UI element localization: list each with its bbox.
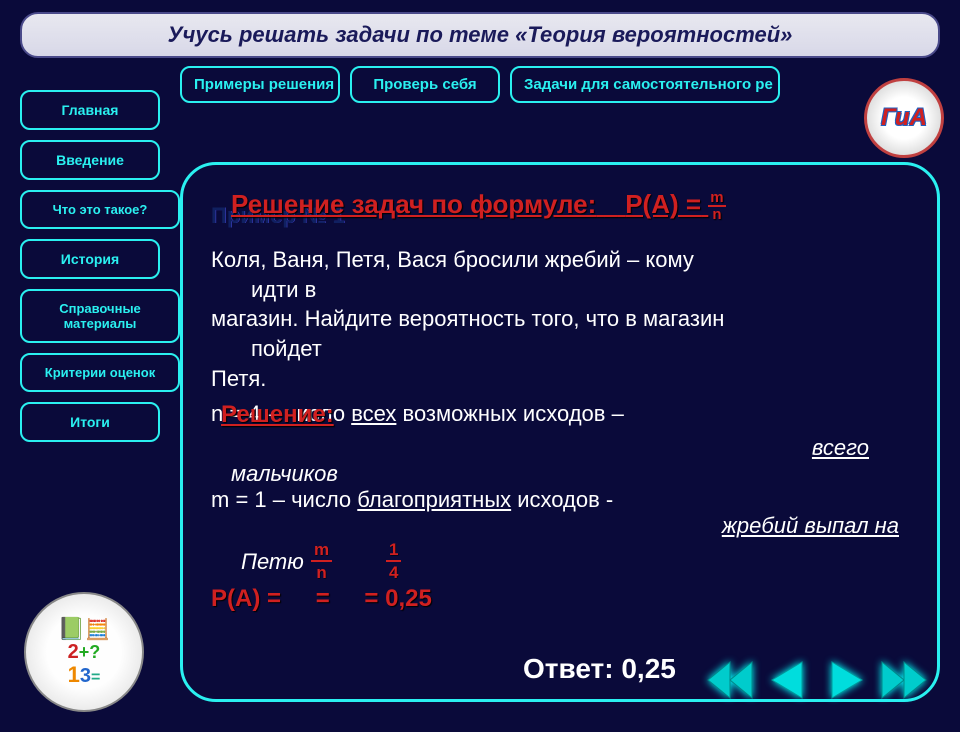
top-nav: Примеры решения Проверь себя Задачи для … [180, 66, 940, 103]
sidebar-item-what[interactable]: Что это такое? [20, 190, 180, 229]
sidebar-item-criteria[interactable]: Критерии оценок [20, 353, 180, 392]
formula-row: Петю m n 1 4 [211, 541, 909, 585]
tab-check[interactable]: Проверь себя [350, 66, 500, 103]
sidebar-item-intro[interactable]: Введение [20, 140, 160, 180]
problem-l1b: идти в [211, 275, 909, 305]
math-icon-inner: 📗🧮 2+? 13= [58, 617, 110, 687]
next-fast-button[interactable] [878, 658, 930, 702]
result-line: P(A) = m = m = 0,25 [211, 585, 909, 613]
frac-num: m [708, 190, 725, 207]
malchikov: мальчиков [211, 461, 909, 487]
heading-prefix: Решение задач по формуле: [231, 189, 596, 219]
answer-text: Ответ: 0,25 [523, 653, 676, 685]
zhrebiy: жребий выпал на [211, 513, 909, 539]
problem-l1: Коля, Ваня, Петя, Вася бросили жребий – … [211, 247, 694, 272]
vsego: всего [211, 435, 909, 461]
sidebar-item-results[interactable]: Итоги [20, 402, 160, 442]
problem-l2: магазин. Найдите вероятность того, что в… [211, 306, 724, 331]
problem-l2b: пойдет [211, 334, 909, 364]
fraction-mn: m n [311, 541, 332, 581]
m-line: m = 1 – число благоприятных исходов - [211, 487, 909, 513]
petyu: Петю [241, 549, 304, 575]
prev-button[interactable] [762, 658, 814, 702]
prev-fast-button[interactable] [704, 658, 756, 702]
logo-gia: ГиА [864, 78, 944, 158]
nav-arrows [704, 658, 930, 702]
heading-pa: P(A) = [625, 189, 701, 219]
next-button[interactable] [820, 658, 872, 702]
formula-heading: Решение задач по формуле: P(A) = m n [231, 189, 726, 222]
tab-self[interactable]: Задачи для самостоятельного ре [510, 66, 780, 103]
frac-den: n [712, 207, 721, 222]
sidebar-item-history[interactable]: История [20, 239, 160, 279]
tab-examples[interactable]: Примеры решения [180, 66, 340, 103]
solution-label: Решение: [221, 401, 334, 429]
sidebar-item-ref[interactable]: Справочные материалы [20, 289, 180, 343]
math-clipart-icon: 📗🧮 2+? 13= [24, 592, 144, 712]
solution-row: n = 4 – число всех возможных исходов – Р… [211, 401, 909, 435]
side-nav: Главная Введение Что это такое? История … [20, 90, 180, 442]
problem-l3: Петя. [211, 366, 266, 391]
page-title: Учусь решать задачи по теме «Теория веро… [20, 12, 940, 58]
fraction-14: 1 4 [386, 541, 401, 581]
sidebar-item-main[interactable]: Главная [20, 90, 160, 130]
content-panel: Пример № 1 Решение задач по формуле: P(A… [180, 162, 940, 702]
heading-row: Пример № 1 Решение задач по формуле: P(A… [211, 185, 909, 245]
fraction-mn-icon: m n [708, 190, 725, 222]
problem-text: Коля, Ваня, Петя, Вася бросили жребий – … [211, 245, 909, 393]
